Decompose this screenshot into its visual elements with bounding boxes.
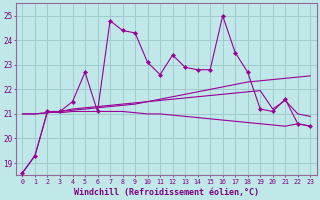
X-axis label: Windchill (Refroidissement éolien,°C): Windchill (Refroidissement éolien,°C)	[74, 188, 259, 197]
